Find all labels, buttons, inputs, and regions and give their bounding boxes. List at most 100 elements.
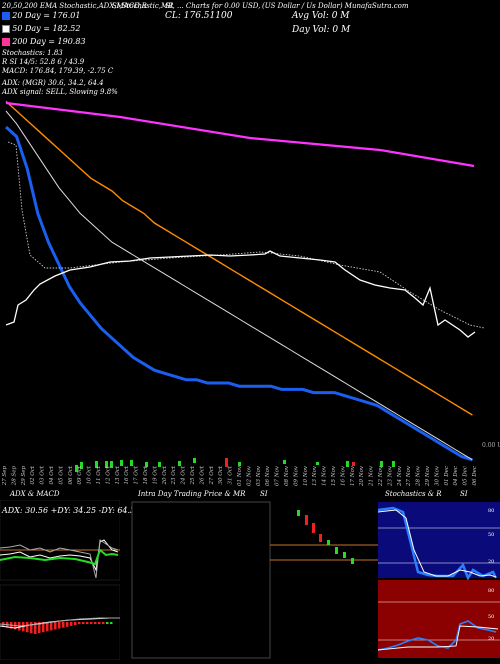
date-tick-label: 05 Oct: [58, 465, 64, 484]
stoch-tick-label: 80: [488, 508, 494, 514]
macd-histogram-bar: [98, 622, 101, 624]
intraday-candle: [351, 558, 354, 564]
stochastics-area: [378, 502, 500, 578]
date-tick-label: 09 Oct: [77, 465, 83, 484]
volume-bar: [158, 462, 161, 467]
ema200-line: [5, 100, 473, 416]
date-tick-label: 01 Dec: [444, 466, 450, 486]
ema50-text: 50 Day = 182.52: [12, 24, 81, 33]
date-tick-label: 19 Oct: [152, 465, 158, 484]
date-tick-label: 13 Oct: [115, 465, 121, 484]
date-tick-label: 15 Nov: [331, 465, 337, 486]
date-tick-label: 23 Nov: [387, 465, 393, 487]
ema50-legend: 50 Day = 182.52: [2, 24, 80, 33]
rsi-signal-line: [378, 625, 499, 651]
intraday-box: [131, 501, 271, 659]
macd-histogram-bar: [78, 622, 81, 625]
volume-bar: [130, 460, 133, 466]
macd-histogram-bar: [102, 622, 105, 624]
date-tick-label: 18 Oct: [143, 465, 149, 484]
stoch-tick-label: 50: [488, 532, 494, 538]
macd-histogram-bar: [70, 622, 73, 626]
volume-bar: [178, 461, 181, 466]
ema20-swatch: [2, 12, 10, 20]
date-tick-label: 28 Sep: [11, 466, 17, 487]
volume-bar: [105, 461, 108, 468]
date-tick-label: 04 Dec: [453, 466, 459, 486]
adx-signal: ADX signal: SELL, Slowing 9.8%: [2, 88, 118, 96]
volume-bar: [225, 458, 228, 467]
date-tick-label: 08 Nov: [284, 465, 290, 486]
long-average-line: [5, 101, 475, 168]
intraday-candle: [327, 540, 330, 545]
stoch-title-suffix: SI: [460, 490, 468, 498]
volume-bar: [75, 465, 78, 472]
volume-bar: [193, 458, 196, 463]
rsi-tick-label: 20: [488, 636, 494, 642]
intraday-candle: [319, 534, 322, 542]
stochastics-readout: Stochastics: 1.83: [2, 49, 63, 57]
date-tick-label: 03 Nov: [256, 465, 262, 486]
date-tick-label: 16 Nov: [340, 465, 346, 486]
ema20-line: [4, 125, 473, 462]
adx-readout: ADX: (MGR) 30.6, 34.2, 64.4: [2, 79, 104, 87]
date-tick-label: 02 Nov: [246, 465, 252, 486]
stoch-tick-label: 20: [488, 559, 494, 565]
ema20-legend: 20 Day = 176.01: [2, 11, 80, 20]
rsi-readout: R SI 14/5: 52.8 6 / 43.9: [2, 58, 85, 66]
date-tick-label: 27 Nov: [406, 465, 412, 487]
adx-panel-title: ADX & MACD: [10, 490, 60, 498]
adx-line: [0, 548, 119, 566]
date-tick-label: 16 Oct: [124, 465, 130, 484]
date-tick-label: 20 Oct: [162, 465, 168, 485]
header-title-3: SI, ... Charts for 0.00 USD,: [165, 2, 261, 10]
volume-bar: [95, 461, 98, 468]
macd-histogram-bar: [46, 622, 49, 632]
date-tick-label: 10 Nov: [303, 465, 309, 486]
date-tick-label: 29 Nov: [425, 465, 431, 487]
date-tick-label: 24 Nov: [397, 465, 403, 487]
date-tick-label: 13 Nov: [312, 465, 318, 486]
date-tick-label: 20 Nov: [359, 465, 365, 487]
price-axis-label: 0.00 USD: [482, 442, 500, 449]
date-tick-label: 11 Oct: [96, 465, 102, 484]
intraday-candle: [297, 510, 300, 516]
macd-histogram-bar: [66, 622, 69, 627]
ema200-legend: 200 Day = 190.83: [2, 37, 86, 46]
date-tick-label: 02 Oct: [30, 465, 36, 484]
date-tick-label: 06 Oct: [68, 465, 74, 484]
date-tick-label: 31 Oct: [228, 465, 234, 484]
date-tick-label: 03 Oct: [40, 465, 46, 484]
intraday-title: Intra Day Trading Price & MR: [138, 490, 246, 498]
adx-panel-values: ADX: 30.56 +DY: 34.25 -DY: 64.38: [2, 506, 141, 515]
date-tick-label: 24 Oct: [181, 465, 187, 485]
macd-histogram-bar: [82, 622, 85, 624]
macd-histogram-bar: [86, 622, 89, 624]
intraday-candle: [335, 547, 338, 554]
macd-histogram-bar: [106, 622, 109, 624]
ema200-swatch: [2, 38, 10, 46]
close-label: CL: 176.51100: [165, 11, 233, 21]
volume-bar: [392, 461, 395, 467]
date-tick-label: 12 Oct: [105, 465, 111, 484]
close-price-line: [5, 250, 476, 338]
intraday-candle: [312, 523, 315, 533]
intraday-candle: [343, 552, 346, 558]
macd-signal-line: [0, 617, 120, 627]
date-tick-label: 21 Nov: [369, 465, 375, 487]
volume-bar: [120, 460, 123, 466]
intraday-candle: [305, 515, 308, 525]
macd-readout: MACD: 176.84, 179.39, -2.75 C: [2, 67, 114, 75]
rsi-tick-label: 50: [488, 614, 494, 620]
volume-bar: [380, 461, 383, 467]
ema50-swatch: [2, 25, 10, 33]
header-title-2: SI,Stochastic,MR: [112, 2, 174, 10]
macd-histogram-bar: [26, 622, 29, 633]
stoch-d-line: [378, 509, 497, 578]
stoch-rsi-chart: 80 50 20 80 50 20: [378, 502, 500, 658]
macd-histogram-bar: [50, 622, 53, 631]
date-tick-label: 06 Nov: [265, 465, 271, 486]
macd-histogram-bar: [74, 622, 77, 625]
date-tick-label: 27 Oct: [209, 465, 215, 485]
day-vol: Day Vol: 0 M: [292, 25, 351, 35]
